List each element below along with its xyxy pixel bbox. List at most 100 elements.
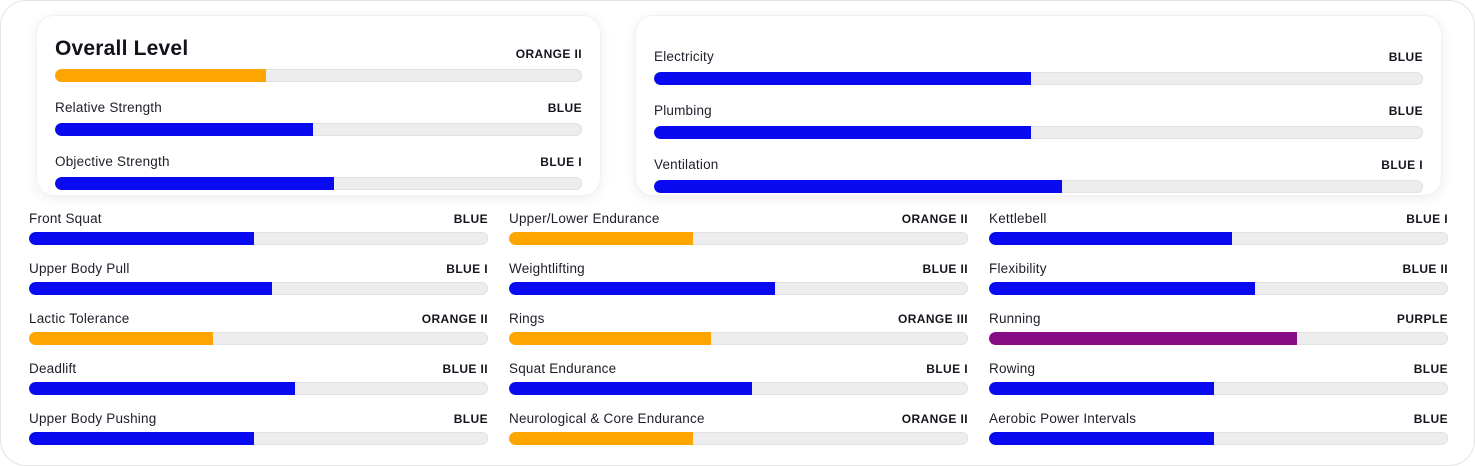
progress-fill — [509, 432, 693, 445]
metric-row-head: Flexibility BLUE II — [989, 260, 1448, 277]
metric-label: Kettlebell — [989, 211, 1047, 226]
metric-label: Rings — [509, 311, 545, 326]
metric-row-head: Rings ORANGE III — [509, 310, 968, 327]
metric-row-kettlebell: Kettlebell BLUE I — [989, 210, 1448, 245]
progress-track — [29, 282, 488, 295]
progress-fill — [55, 69, 266, 82]
metric-row-rings: Rings ORANGE III — [509, 310, 968, 345]
level-badge: BLUE — [1413, 412, 1448, 426]
progress-track — [29, 382, 488, 395]
metric-row-head: Deadlift BLUE II — [29, 360, 488, 377]
progress-fill — [654, 72, 1031, 85]
progress-track — [654, 180, 1423, 193]
metric-row-electricity: Electricity BLUE — [654, 36, 1423, 85]
metric-row-running: Running PURPLE — [989, 310, 1448, 345]
metric-label: Rowing — [989, 361, 1036, 376]
metric-row-head: Squat Endurance BLUE I — [509, 360, 968, 377]
metric-label: Upper Body Pull — [29, 261, 130, 276]
level-badge: BLUE I — [1381, 158, 1423, 172]
progress-fill — [989, 282, 1256, 295]
level-badge: ORANGE II — [515, 47, 582, 61]
metric-row-head: Aerobic Power Intervals BLUE — [989, 410, 1448, 427]
progress-fill — [509, 382, 753, 395]
progress-fill — [29, 382, 296, 395]
progress-track — [509, 432, 968, 445]
metric-row-deadlift: Deadlift BLUE II — [29, 360, 488, 395]
metric-row-head: Upper Body Pushing BLUE — [29, 410, 488, 427]
metric-label: Ventilation — [654, 157, 719, 172]
progress-fill — [989, 232, 1233, 245]
progress-track — [989, 432, 1448, 445]
metric-row-upper-body-pull: Upper Body Pull BLUE I — [29, 260, 488, 295]
card-title: Overall Level — [55, 37, 189, 60]
progress-track — [509, 232, 968, 245]
metrics-column-1: Front Squat BLUE Upper Body Pull BLUE I — [29, 210, 488, 445]
level-badge: BLUE — [1388, 104, 1423, 118]
metric-label: Front Squat — [29, 211, 102, 226]
progress-track — [989, 232, 1448, 245]
metric-label: Upper Body Pushing — [29, 411, 157, 426]
metric-row-neurological-core-endurance: Neurological & Core Endurance ORANGE II — [509, 410, 968, 445]
metric-label: Deadlift — [29, 361, 77, 376]
metric-label: Flexibility — [989, 261, 1047, 276]
progress-track — [509, 332, 968, 345]
metric-row-squat-endurance: Squat Endurance BLUE I — [509, 360, 968, 395]
systems-card: Electricity BLUE Plumbing BLUE Ventila — [635, 15, 1442, 196]
metric-label: Plumbing — [654, 103, 712, 118]
metric-label: Squat Endurance — [509, 361, 617, 376]
metric-row-rowing: Rowing BLUE — [989, 360, 1448, 395]
metric-label: Upper/Lower Endurance — [509, 211, 660, 226]
level-badge: BLUE — [453, 412, 488, 426]
progress-track — [55, 69, 582, 82]
progress-fill — [55, 177, 335, 190]
progress-fill — [509, 232, 693, 245]
progress-track — [989, 382, 1448, 395]
level-badge: BLUE — [1388, 50, 1423, 64]
metric-row-head: Plumbing BLUE — [654, 102, 1423, 119]
metric-row-head: Running PURPLE — [989, 310, 1448, 327]
progress-track — [989, 282, 1448, 295]
progress-track — [29, 232, 488, 245]
metric-row-head: Weightlifting BLUE II — [509, 260, 968, 277]
metric-row-weightlifting: Weightlifting BLUE II — [509, 260, 968, 295]
metric-row-head: Lactic Tolerance ORANGE II — [29, 310, 488, 327]
progress-track — [29, 332, 488, 345]
level-badge: ORANGE II — [901, 212, 968, 226]
progress-track — [29, 432, 488, 445]
metric-label: Relative Strength — [55, 100, 162, 115]
metric-row-upper-body-pushing: Upper Body Pushing BLUE — [29, 410, 488, 445]
progress-fill — [29, 432, 254, 445]
metric-row-head: Kettlebell BLUE I — [989, 210, 1448, 227]
summary-cards-row: Overall Level ORANGE II Relative Strengt… — [1, 1, 1474, 196]
metric-row-relative-strength: Relative Strength BLUE — [55, 99, 582, 136]
progress-fill — [509, 332, 711, 345]
progress-fill — [654, 180, 1062, 193]
metric-row-overall-level: Overall Level ORANGE II — [55, 36, 582, 82]
metric-row-flexibility: Flexibility BLUE II — [989, 260, 1448, 295]
metric-label: Weightlifting — [509, 261, 585, 276]
level-badge: BLUE I — [540, 155, 582, 169]
metric-row-head: Upper/Lower Endurance ORANGE II — [509, 210, 968, 227]
progress-track — [55, 123, 582, 136]
metric-row-head: Objective Strength BLUE I — [55, 153, 582, 170]
level-badge: BLUE — [547, 101, 582, 115]
level-badge: ORANGE II — [421, 312, 488, 326]
metric-row-head: Upper Body Pull BLUE I — [29, 260, 488, 277]
progress-fill — [55, 123, 314, 136]
metric-row-upper-lower-endurance: Upper/Lower Endurance ORANGE II — [509, 210, 968, 245]
metric-label: Electricity — [654, 49, 714, 64]
progress-fill — [29, 332, 213, 345]
overall-level-card: Overall Level ORANGE II Relative Strengt… — [36, 15, 601, 196]
metric-row-lactic-tolerance: Lactic Tolerance ORANGE II — [29, 310, 488, 345]
level-badge: BLUE I — [926, 362, 968, 376]
progress-fill — [29, 282, 273, 295]
progress-fill — [989, 432, 1214, 445]
metric-row-head: Ventilation BLUE I — [654, 156, 1423, 173]
progress-track — [654, 72, 1423, 85]
level-badge: BLUE — [1413, 362, 1448, 376]
metric-row-head: Neurological & Core Endurance ORANGE II — [509, 410, 968, 427]
progress-fill — [989, 382, 1214, 395]
level-badge: PURPLE — [1396, 312, 1448, 326]
level-badge: BLUE I — [1406, 212, 1448, 226]
